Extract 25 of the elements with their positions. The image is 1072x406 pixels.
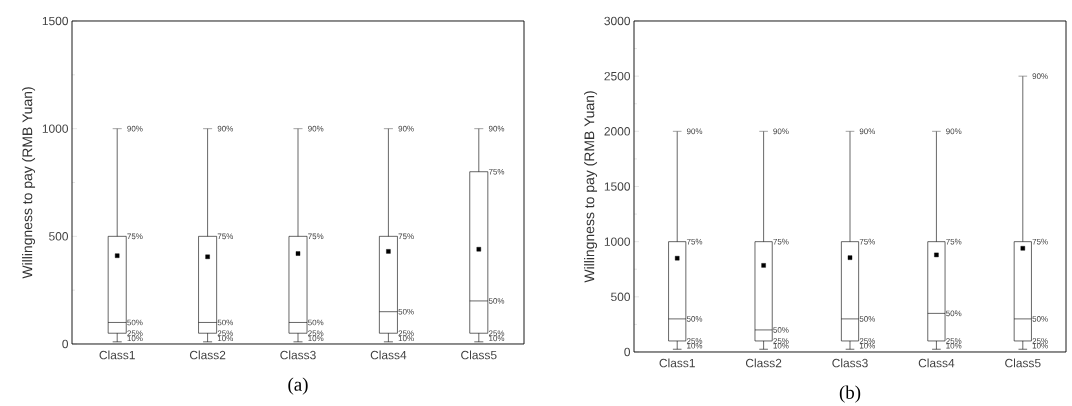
- x-tick-label: Class3: [280, 350, 316, 360]
- y-tick-label: 1000: [604, 237, 631, 246]
- y-axis-title: Willingness to pay (RMB Yuan): [22, 87, 36, 279]
- x-tick-label: Class4: [918, 358, 955, 368]
- text: (a): [288, 377, 308, 395]
- x-tick-label: Class4: [370, 350, 407, 360]
- y-tick-label: 1500: [604, 182, 631, 191]
- y-tick-label: 0: [624, 347, 631, 357]
- y-tick-label: 2500: [604, 71, 631, 81]
- x-tick-label: Class3: [832, 358, 868, 368]
- y-tick-label: 0: [62, 339, 69, 349]
- y-axis-title: Willingness to pay (RMB Yuan): [584, 91, 598, 283]
- y-tick-label: 1000: [42, 124, 69, 133]
- text: (b): [839, 385, 861, 403]
- y-tick-label: 3000: [604, 16, 631, 26]
- x-tick-label: Class5: [461, 350, 497, 360]
- y-tick-label: 500: [611, 292, 631, 302]
- y-tick-label: 1500: [42, 16, 69, 26]
- x-tick-label: Class1: [659, 358, 695, 368]
- x-tick-label: Class1: [99, 350, 135, 360]
- x-tick-label: Class5: [1005, 358, 1041, 368]
- x-tick-label: Class2: [189, 350, 226, 360]
- y-tick-label: 500: [49, 232, 69, 241]
- x-tick-label: Class2: [745, 358, 782, 368]
- y-tick-label: 2000: [604, 127, 631, 136]
